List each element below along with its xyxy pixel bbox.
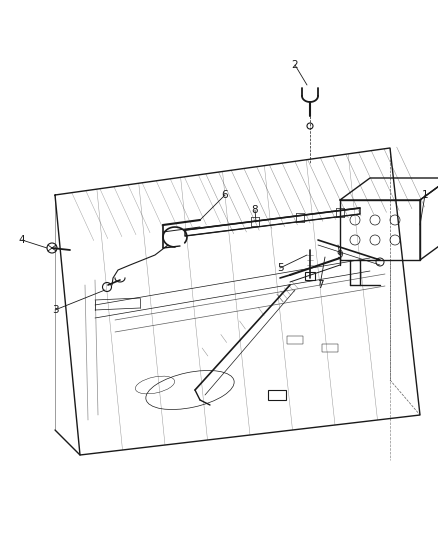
Circle shape (307, 123, 313, 129)
Circle shape (47, 243, 57, 253)
Text: 9: 9 (337, 250, 343, 260)
Text: 6: 6 (222, 190, 228, 200)
Circle shape (376, 258, 384, 266)
Bar (322, 344, 338, 352)
Text: 8: 8 (252, 205, 258, 215)
Text: 3: 3 (52, 305, 58, 315)
Bar (268, 390, 286, 400)
Text: 2: 2 (292, 60, 298, 70)
Text: 5: 5 (277, 263, 283, 273)
Text: 1: 1 (422, 190, 428, 200)
Text: 7: 7 (317, 280, 323, 290)
Text: 4: 4 (19, 235, 25, 245)
Circle shape (102, 282, 112, 292)
Bar (287, 336, 303, 344)
Bar (305, 272, 315, 280)
